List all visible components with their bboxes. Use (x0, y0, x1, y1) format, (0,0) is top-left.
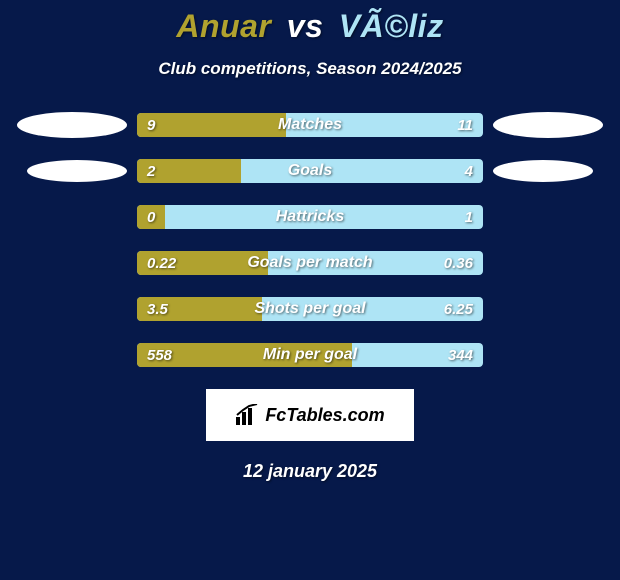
stat-value-left: 9 (137, 113, 165, 137)
stat-value-right: 4 (455, 159, 483, 183)
stat-bar: 3.5 Shots per goal 6.25 (137, 297, 483, 321)
stat-value-left: 0.22 (137, 251, 186, 275)
stat-value-right: 0.36 (434, 251, 483, 275)
brand-badge: FcTables.com (206, 389, 414, 441)
player2-name: VÃ©liz (339, 8, 444, 44)
stat-row: 0.22 Goals per match 0.36 (0, 251, 620, 275)
stat-value-left: 2 (137, 159, 165, 183)
subtitle: Club competitions, Season 2024/2025 (0, 59, 620, 79)
stat-value-right: 6.25 (434, 297, 483, 321)
brand-text: FcTables.com (265, 405, 384, 426)
team2-badge (493, 160, 593, 182)
stat-value-right: 11 (447, 113, 483, 137)
team2-badge (493, 112, 603, 138)
stat-value-left: 3.5 (137, 297, 178, 321)
stat-bar: 9 Matches 11 (137, 113, 483, 137)
stat-value-left: 558 (137, 343, 182, 367)
stat-row: 558 Min per goal 344 (0, 343, 620, 367)
vs-label: vs (287, 8, 324, 44)
stat-row: 3.5 Shots per goal 6.25 (0, 297, 620, 321)
team1-badge (27, 160, 127, 182)
stat-bar: 0.22 Goals per match 0.36 (137, 251, 483, 275)
page-title: Anuar vs VÃ©liz (0, 8, 620, 45)
date-label: 12 january 2025 (0, 461, 620, 482)
stat-label: Hattricks (137, 205, 483, 229)
comparison-infographic: Anuar vs VÃ©liz Club competitions, Seaso… (0, 0, 620, 580)
stat-value-left: 0 (137, 205, 165, 229)
stat-bar: 0 Hattricks 1 (137, 205, 483, 229)
team1-badge (17, 112, 127, 138)
stat-row: 2 Goals 4 (0, 159, 620, 183)
stat-bar: 558 Min per goal 344 (137, 343, 483, 367)
stat-row: 9 Matches 11 (0, 113, 620, 137)
stat-value-right: 1 (455, 205, 483, 229)
chart-icon (235, 404, 259, 426)
stat-row: 0 Hattricks 1 (0, 205, 620, 229)
player1-name: Anuar (176, 8, 271, 44)
stat-value-right: 344 (438, 343, 483, 367)
stat-bar: 2 Goals 4 (137, 159, 483, 183)
